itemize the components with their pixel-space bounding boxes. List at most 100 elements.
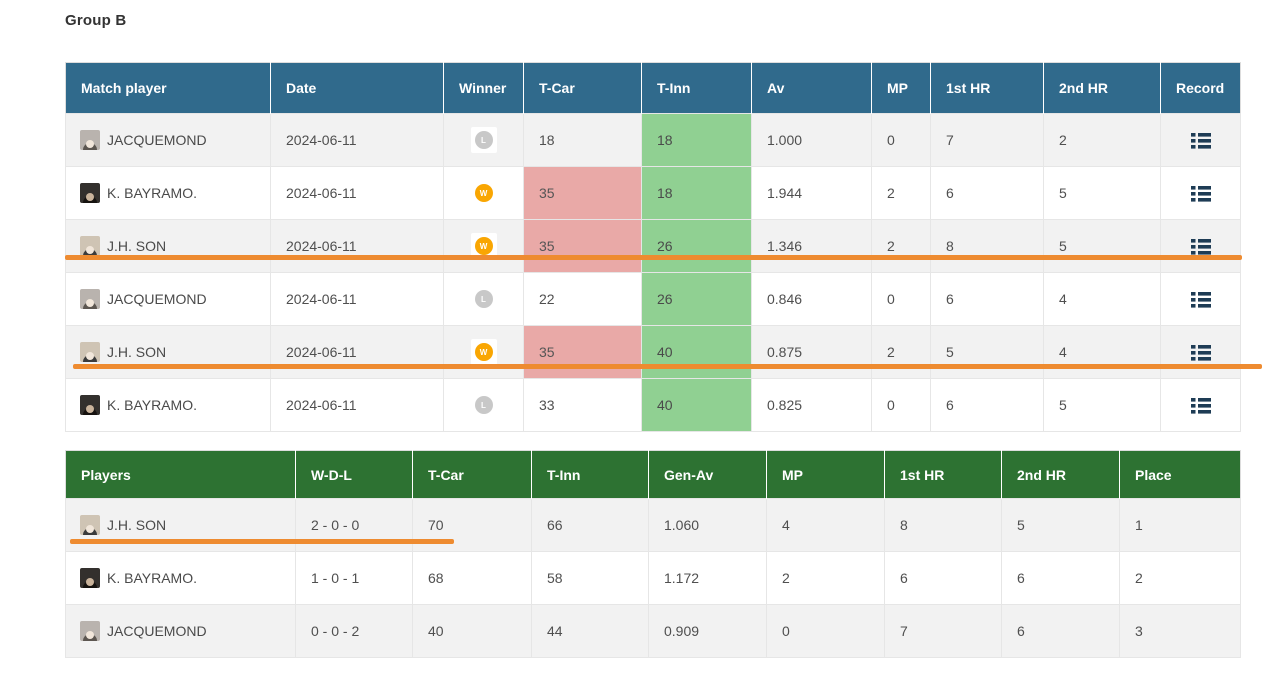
1st-hr-value: 8 <box>930 219 1044 273</box>
record-button[interactable] <box>1160 378 1241 432</box>
player-name: J.H. SON <box>107 238 167 254</box>
mp-value: 0 <box>766 604 885 658</box>
player-cell: J.H. SON <box>65 219 271 273</box>
result-badge-box: W <box>470 339 497 365</box>
winner-cell: L <box>443 113 524 167</box>
match-date: 2024-06-11 <box>270 325 444 379</box>
player-name: K. BAYRAMO. <box>107 185 197 201</box>
2nd-hr-value: 5 <box>1043 219 1161 273</box>
column-header-place: Place <box>1119 450 1241 499</box>
match-row: J.H. SON 2024-06-11 W 35 26 1.346 2 8 5 <box>65 219 1241 273</box>
2nd-hr-value: 5 <box>1001 498 1120 552</box>
t-car-value: 35 <box>523 219 642 273</box>
column-header-match-player: Match player <box>65 62 271 114</box>
player-avatar-icon <box>80 621 100 641</box>
result-badge: L <box>474 131 493 149</box>
result-badge-box: W <box>470 233 497 259</box>
mp-value: 2 <box>871 325 931 379</box>
column-header-1st-hr: 1st HR <box>884 450 1002 499</box>
1st-hr-value: 6 <box>884 551 1002 605</box>
match-row: K. BAYRAMO. 2024-06-11 L 33 40 0.825 0 6… <box>65 378 1241 432</box>
winner-cell: L <box>443 272 524 326</box>
column-header-2nd-hr: 2nd HR <box>1043 62 1161 114</box>
result-badge-box: W <box>470 180 497 206</box>
t-inn-value: 40 <box>641 325 752 379</box>
column-header-t-inn: T-Inn <box>531 450 649 499</box>
column-header-wdl: W-D-L <box>295 450 413 499</box>
player-cell: J.H. SON <box>65 325 271 379</box>
record-button[interactable] <box>1160 325 1241 379</box>
record-button[interactable] <box>1160 166 1241 220</box>
standings-row: K. BAYRAMO. 1 - 0 - 1 68 58 1.172 2 6 6 … <box>65 551 1241 605</box>
column-header-record: Record <box>1160 62 1241 114</box>
result-badge: W <box>474 184 493 202</box>
2nd-hr-value: 4 <box>1043 272 1161 326</box>
1st-hr-value: 7 <box>930 113 1044 167</box>
match-row: J.H. SON 2024-06-11 W 35 40 0.875 2 5 4 <box>65 325 1241 379</box>
t-car-value: 35 <box>523 325 642 379</box>
match-row: K. BAYRAMO. 2024-06-11 W 35 18 1.944 2 6… <box>65 166 1241 220</box>
t-car-value: 68 <box>412 551 532 605</box>
player-name: J.H. SON <box>107 517 167 533</box>
player-name: JACQUEMOND <box>107 291 207 307</box>
result-badge: W <box>474 237 493 255</box>
record-button[interactable] <box>1160 219 1241 273</box>
match-date: 2024-06-11 <box>270 166 444 220</box>
2nd-hr-value: 6 <box>1001 604 1120 658</box>
match-table-header-row: Match player Date Winner T-Car T-Inn Av … <box>65 62 1241 114</box>
highlight-underline-2 <box>73 364 1262 369</box>
av-value: 0.825 <box>751 378 872 432</box>
column-header-mp: MP <box>871 62 931 114</box>
player-name: J.H. SON <box>107 344 167 360</box>
player-name: JACQUEMOND <box>107 132 207 148</box>
place-value: 3 <box>1119 604 1241 658</box>
mp-value: 2 <box>766 551 885 605</box>
player-avatar-icon <box>80 183 100 203</box>
match-date: 2024-06-11 <box>270 219 444 273</box>
av-value: 1.346 <box>751 219 872 273</box>
result-badge-box: L <box>470 127 497 153</box>
player-cell: K. BAYRAMO. <box>65 166 271 220</box>
record-button[interactable] <box>1160 113 1241 167</box>
column-header-2nd-hr: 2nd HR <box>1001 450 1120 499</box>
result-badge: L <box>474 290 493 308</box>
result-badge-box: L <box>470 392 497 418</box>
winner-cell: L <box>443 378 524 432</box>
column-header-date: Date <box>270 62 444 114</box>
player-cell: JACQUEMOND <box>65 604 296 658</box>
match-row: JACQUEMOND 2024-06-11 L 18 18 1.000 0 7 … <box>65 113 1241 167</box>
match-row: JACQUEMOND 2024-06-11 L 22 26 0.846 0 6 … <box>65 272 1241 326</box>
t-car-value: 22 <box>523 272 642 326</box>
mp-value: 2 <box>871 219 931 273</box>
player-cell: JACQUEMOND <box>65 272 271 326</box>
standings-header-row: Players W-D-L T-Car T-Inn Gen-Av MP 1st … <box>65 450 1241 499</box>
t-inn-value: 40 <box>641 378 752 432</box>
record-list-icon <box>1190 185 1211 202</box>
wdl-value: 0 - 0 - 2 <box>295 604 413 658</box>
t-inn-value: 18 <box>641 113 752 167</box>
t-car-value: 33 <box>523 378 642 432</box>
player-name: K. BAYRAMO. <box>107 570 197 586</box>
player-name: K. BAYRAMO. <box>107 397 197 413</box>
2nd-hr-value: 5 <box>1043 166 1161 220</box>
player-cell: JACQUEMOND <box>65 113 271 167</box>
match-date: 2024-06-11 <box>270 113 444 167</box>
player-avatar-icon <box>80 342 100 362</box>
mp-value: 0 <box>871 272 931 326</box>
column-header-t-car: T-Car <box>523 62 642 114</box>
record-button[interactable] <box>1160 272 1241 326</box>
result-badge: W <box>474 343 493 361</box>
av-value: 0.846 <box>751 272 872 326</box>
record-list-icon <box>1190 132 1211 149</box>
place-value: 2 <box>1119 551 1241 605</box>
highlight-underline-3 <box>70 539 454 544</box>
av-value: 1.944 <box>751 166 872 220</box>
t-car-value: 35 <box>523 166 642 220</box>
result-badge-box: L <box>470 286 497 312</box>
t-car-value: 40 <box>412 604 532 658</box>
player-avatar-icon <box>80 568 100 588</box>
winner-cell: W <box>443 166 524 220</box>
standings-table: Players W-D-L T-Car T-Inn Gen-Av MP 1st … <box>65 450 1241 658</box>
t-inn-value: 26 <box>641 272 752 326</box>
